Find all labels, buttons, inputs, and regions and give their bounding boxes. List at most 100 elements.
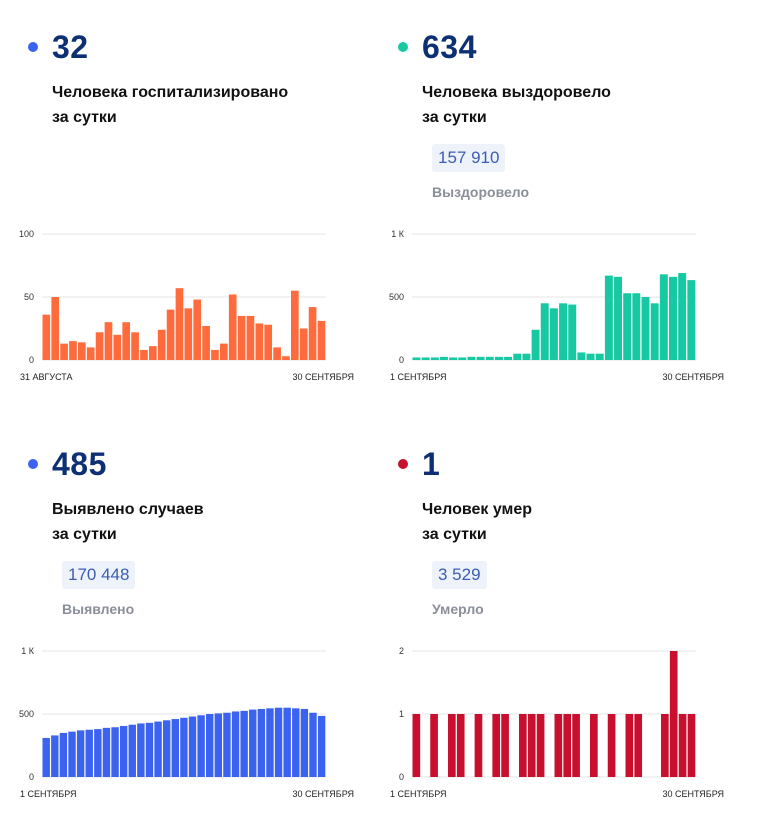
bar — [154, 721, 162, 777]
bar — [283, 707, 291, 777]
bar — [467, 356, 476, 360]
y-tick-label: 2 — [399, 646, 404, 656]
bar — [274, 707, 283, 777]
bar — [240, 710, 248, 777]
bar — [171, 719, 179, 777]
x-end-label: 30 СЕНТЯБРЯ — [662, 789, 724, 799]
bar — [197, 715, 205, 777]
description-line-2: за сутки — [52, 526, 117, 543]
bar — [94, 729, 102, 777]
bar — [255, 323, 264, 360]
bar — [412, 357, 421, 360]
recovered-description: Человека выздоровело за сутки — [422, 80, 611, 130]
x-end-label: 30 СЕНТЯБРЯ — [292, 372, 354, 382]
bar — [42, 737, 50, 777]
bar — [430, 357, 439, 360]
bar — [604, 275, 613, 360]
bar — [266, 708, 274, 777]
bar — [439, 356, 448, 360]
description-line-2: за сутки — [422, 109, 487, 126]
bar — [568, 304, 577, 360]
bar — [669, 276, 677, 360]
bar — [51, 297, 60, 360]
hospitalized-description: Человека госпитализировано за сутки — [52, 80, 288, 130]
bar — [246, 315, 255, 360]
bar — [625, 714, 634, 777]
bar — [113, 334, 122, 360]
bar — [492, 714, 501, 777]
x-start-label: 31 АВГУСТА — [20, 372, 73, 382]
bar — [678, 273, 687, 360]
bar — [291, 290, 299, 360]
bar — [485, 356, 494, 360]
bar — [412, 714, 421, 777]
bar — [687, 714, 696, 777]
bar — [162, 720, 171, 777]
bar — [614, 276, 623, 360]
bar — [223, 712, 231, 777]
bar — [51, 735, 59, 777]
bar — [678, 714, 687, 777]
bar — [175, 288, 184, 360]
deaths-total-label: Умерло — [432, 601, 484, 617]
description-line-1: Человек умер — [422, 501, 533, 518]
bar — [131, 332, 139, 360]
recovered-chart: 0 500 1 К 1 СЕНТЯБРЯ 30 СЕНТЯБРЯ — [389, 229, 724, 382]
bar — [69, 341, 77, 360]
bar — [448, 714, 456, 777]
y-tick-label: 0 — [399, 355, 404, 365]
bar — [669, 651, 678, 777]
bar — [86, 347, 95, 360]
bar — [504, 356, 513, 360]
hospitalized-panel: 32 Человека госпитализировано за сутки 0… — [0, 0, 370, 400]
cases-total-label: Выявлено — [62, 601, 135, 617]
hospitalized-chart: 0 50 100 31 АВГУСТА 30 СЕНТЯБРЯ — [19, 229, 354, 382]
bar — [430, 714, 438, 777]
bar — [300, 708, 309, 777]
bar — [458, 357, 467, 360]
deaths-description: Человек умер за сутки — [422, 497, 532, 547]
y-tick-label: 500 — [389, 292, 404, 302]
deaths-count: 1 — [422, 446, 441, 482]
bar — [519, 714, 527, 777]
bar — [449, 357, 458, 360]
bar — [104, 322, 113, 360]
x-end-label: 30 СЕНТЯБРЯ — [662, 372, 724, 382]
description-line-2: за сутки — [52, 109, 117, 126]
recovered-panel: 634 Человека выздоровело за сутки 157 91… — [370, 0, 740, 400]
bar — [527, 714, 536, 777]
bar — [264, 324, 273, 360]
bar — [632, 293, 641, 360]
bar — [220, 343, 228, 360]
bar — [237, 315, 246, 360]
bar — [607, 714, 616, 777]
bar — [292, 708, 300, 777]
bar — [641, 297, 650, 360]
x-start-label: 1 СЕНТЯБРЯ — [390, 789, 447, 799]
bar — [501, 714, 509, 777]
bar — [211, 349, 219, 360]
bar — [214, 713, 223, 777]
bar — [590, 714, 598, 777]
bar — [111, 727, 119, 777]
bar — [309, 712, 317, 777]
bar — [549, 308, 558, 360]
bar — [659, 274, 668, 360]
description-line-1: Человека выздоровело — [422, 84, 611, 101]
bar — [68, 731, 76, 777]
bar — [59, 732, 68, 777]
bar — [231, 711, 240, 777]
bar — [202, 325, 210, 360]
series-dot — [28, 42, 38, 52]
description-line-1: Человека госпитализировано — [52, 84, 289, 101]
bar — [95, 332, 104, 360]
bar — [559, 303, 568, 360]
x-start-label: 1 СЕНТЯБРЯ — [390, 372, 447, 382]
bar — [42, 314, 51, 360]
bar — [149, 346, 157, 360]
bar — [166, 309, 175, 360]
bar — [513, 353, 522, 360]
y-tick-label: 500 — [19, 709, 34, 719]
bar — [76, 730, 85, 777]
bar — [623, 293, 632, 360]
